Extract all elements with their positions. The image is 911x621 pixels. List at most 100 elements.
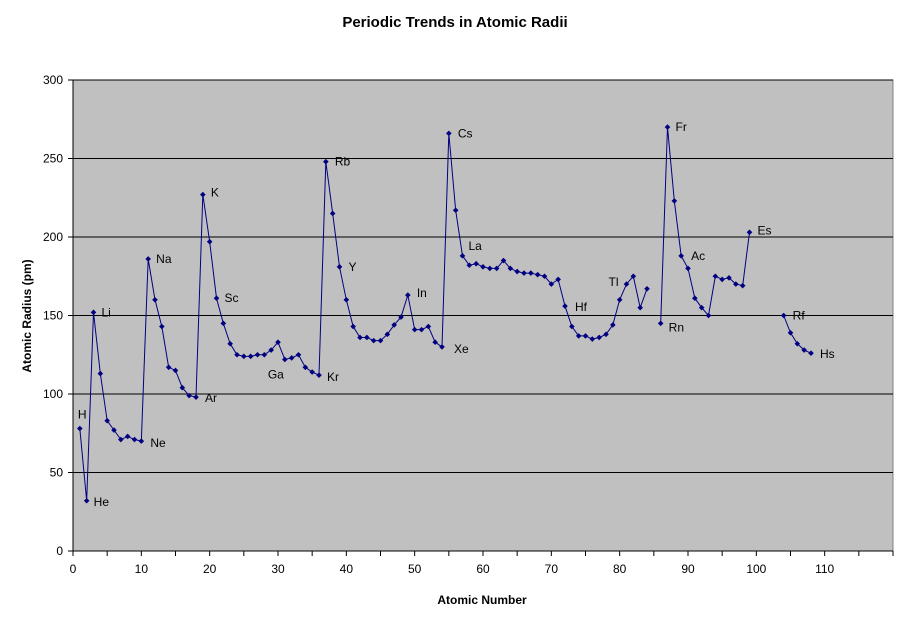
element-label-kr: Kr <box>327 370 339 384</box>
data-point <box>507 265 514 272</box>
data-point <box>589 336 596 342</box>
data-point <box>425 323 432 330</box>
data-point <box>487 265 493 272</box>
data-point <box>616 297 623 303</box>
data-point <box>384 331 391 338</box>
element-label-y: Y <box>349 260 357 274</box>
data-point <box>692 295 698 302</box>
data-point <box>480 264 486 270</box>
data-point <box>493 265 500 272</box>
y-tick-label: 150 <box>43 309 63 323</box>
x-tick-label: 90 <box>681 562 695 576</box>
data-point <box>418 326 425 333</box>
data-point <box>644 286 650 292</box>
data-point <box>295 351 302 358</box>
data-point <box>466 262 473 269</box>
element-label-ga: Ga <box>268 367 284 381</box>
data-point <box>179 384 186 391</box>
series-points <box>77 124 814 504</box>
element-label-ar: Ar <box>205 391 217 405</box>
y-tick-label: 300 <box>43 73 63 87</box>
data-point <box>739 282 746 289</box>
data-point <box>610 322 616 328</box>
data-point <box>678 253 684 259</box>
data-point <box>575 333 582 339</box>
data-point <box>227 340 233 347</box>
element-label-cs: Cs <box>458 126 473 140</box>
element-label-fr: Fr <box>676 120 687 134</box>
data-point <box>521 270 527 276</box>
y-tick-label: 200 <box>43 230 63 244</box>
y-tick-label: 100 <box>43 387 63 401</box>
data-point <box>391 322 397 328</box>
data-point <box>685 265 691 272</box>
element-label-sc: Sc <box>225 291 239 305</box>
data-point <box>671 198 678 204</box>
data-point <box>213 295 220 302</box>
data-point <box>808 350 814 356</box>
data-point <box>528 270 534 276</box>
data-point <box>329 210 336 217</box>
data-point <box>746 229 753 236</box>
data-point <box>288 355 295 361</box>
x-tick-label: 40 <box>340 562 354 576</box>
data-point <box>193 394 199 400</box>
element-label-tl: Tl <box>609 275 619 289</box>
x-tick-label: 50 <box>408 562 422 576</box>
data-point <box>733 281 739 287</box>
element-label-es: Es <box>758 223 772 237</box>
element-label-xe: Xe <box>454 342 469 356</box>
element-label-ne: Ne <box>150 436 166 450</box>
data-point <box>111 427 117 433</box>
data-point <box>364 334 370 341</box>
data-point <box>794 340 801 347</box>
data-point <box>780 312 787 319</box>
data-point <box>582 333 589 339</box>
data-point <box>77 425 83 432</box>
data-point <box>801 347 807 353</box>
data-point <box>446 130 452 137</box>
data-point <box>234 351 240 358</box>
data-point <box>500 257 507 264</box>
data-point <box>124 433 131 440</box>
data-point <box>534 271 541 278</box>
data-point <box>145 256 151 262</box>
data-point <box>657 320 664 327</box>
data-point <box>90 309 97 316</box>
data-point <box>357 334 363 341</box>
data-point <box>562 303 568 309</box>
data-point <box>411 326 418 333</box>
element-label-la: La <box>469 239 483 253</box>
data-point <box>726 275 732 281</box>
data-point <box>138 438 145 444</box>
data-point <box>186 392 192 399</box>
data-point <box>343 297 350 303</box>
data-point <box>336 264 343 270</box>
data-point <box>548 281 555 287</box>
data-point <box>377 337 384 344</box>
x-tick-label: 110 <box>815 562 834 576</box>
x-axis-label: Atomic Number <box>437 593 527 607</box>
data-point <box>254 351 261 358</box>
data-point <box>172 367 179 374</box>
data-point <box>159 323 165 330</box>
data-point <box>705 312 712 319</box>
element-label-rf: Rf <box>793 309 806 323</box>
x-tick-label: 30 <box>271 562 285 576</box>
x-tick-label: 20 <box>203 562 217 576</box>
data-point <box>398 314 404 320</box>
y-tick-label: 50 <box>50 466 64 480</box>
element-label-li: Li <box>102 305 111 319</box>
data-point <box>432 339 438 345</box>
data-point <box>83 497 90 504</box>
data-point <box>200 191 206 198</box>
data-point <box>323 158 329 165</box>
data-point <box>603 331 609 338</box>
data-point <box>664 124 671 130</box>
element-label-rb: Rb <box>335 155 351 169</box>
element-label-he: He <box>94 495 110 509</box>
data-point <box>206 238 213 245</box>
data-point <box>637 304 643 311</box>
x-tick-label: 0 <box>70 562 77 576</box>
y-axis-label: Atomic Radius (pm) <box>20 259 34 372</box>
